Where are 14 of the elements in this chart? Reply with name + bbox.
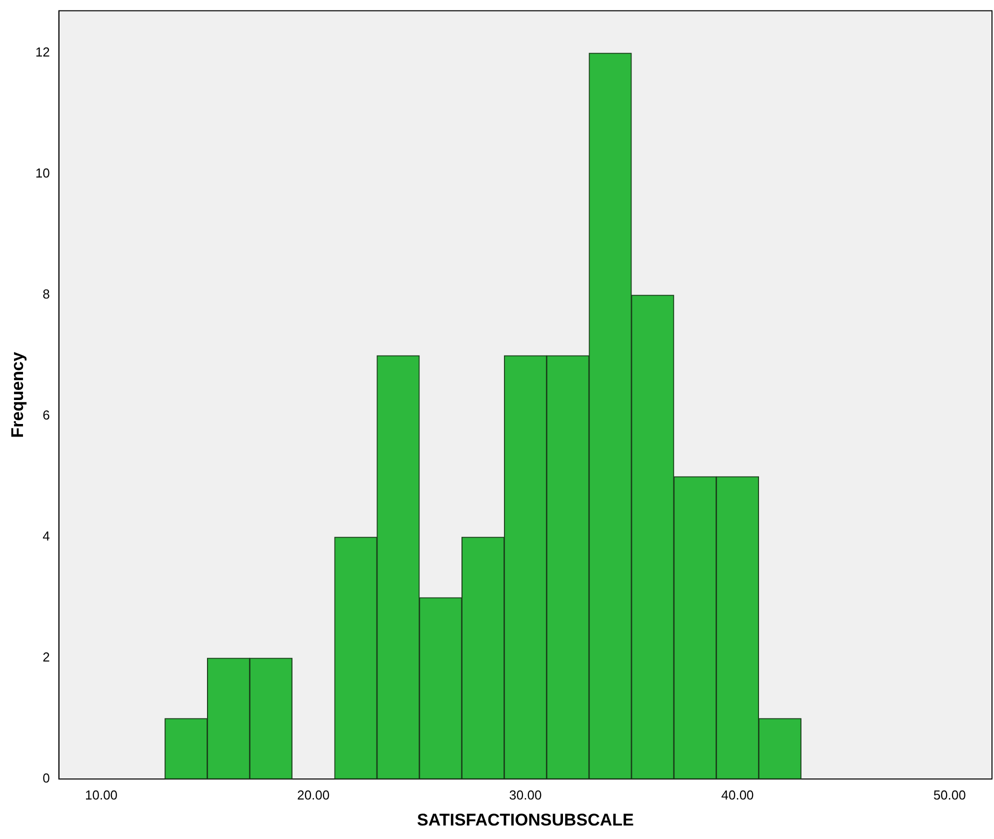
y-tick-label: 2 [42, 650, 50, 665]
x-tick-label: 10.00 [85, 787, 118, 802]
x-axis-title: SATISFACTIONSUBSCALE [416, 810, 634, 830]
y-tick-label: 0 [42, 770, 50, 786]
y-tick-label: 12 [35, 44, 50, 60]
x-tick-label: 50.00 [933, 787, 966, 802]
y-tick-label: 4 [42, 528, 50, 544]
y-tick-label: 8 [42, 286, 50, 302]
y-tick-label: 10 [35, 166, 50, 181]
x-tick-label: 20.00 [297, 787, 330, 802]
x-tick-label: 40.00 [721, 787, 754, 802]
y-tick-label: 6 [42, 408, 50, 423]
y-axis-title: Frequency [8, 351, 27, 438]
x-tick-label: 30.00 [509, 787, 542, 802]
